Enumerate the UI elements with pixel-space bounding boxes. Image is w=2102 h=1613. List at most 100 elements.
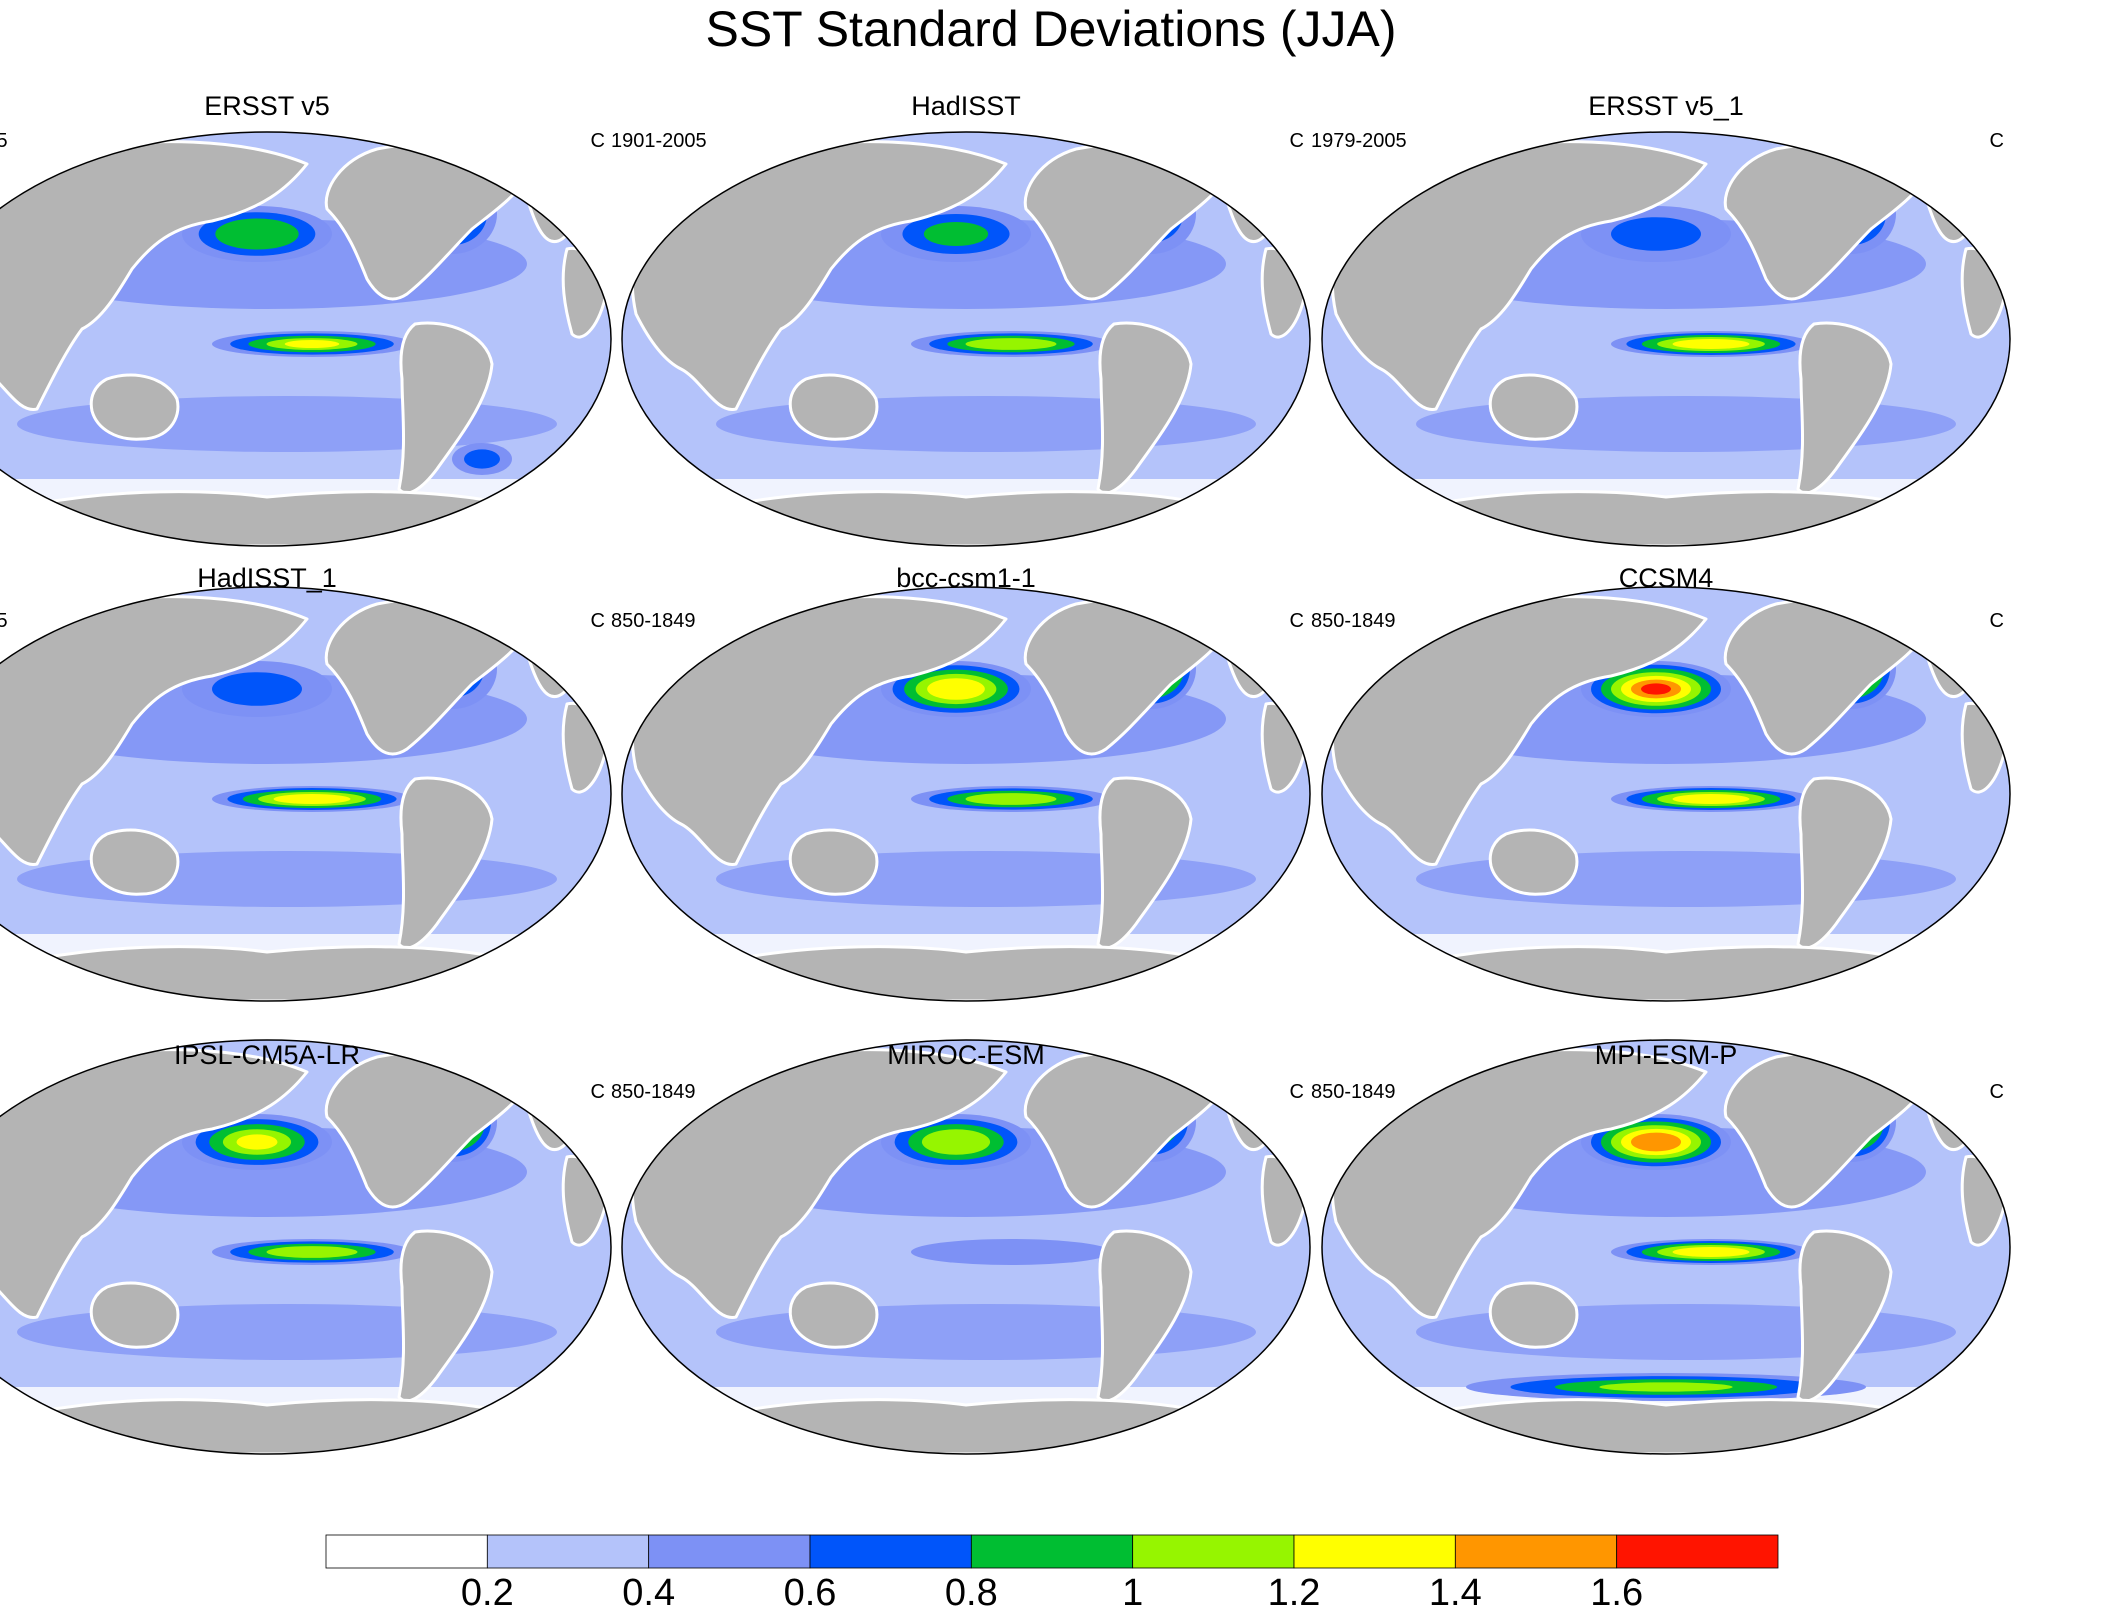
landmass — [1488, 1281, 1579, 1349]
panel-units: C — [1990, 130, 2004, 152]
panel-units: C — [1290, 610, 1304, 632]
sst-contour — [927, 678, 985, 700]
map-panel: HadISST 1901-2005 C — [611, 91, 1311, 547]
colorbar-bin — [325, 1534, 488, 1569]
panel-period: 850-1849 — [1311, 1081, 1396, 1103]
landmass — [397, 1229, 494, 1403]
map-outline — [1321, 586, 2011, 1002]
panel-units: C — [1990, 610, 2004, 632]
panel-period: 1901-2005 — [611, 130, 707, 152]
panel-units: C — [591, 1081, 605, 1103]
panel-period: 850-1849 — [1311, 610, 1396, 632]
colorbar-tick-label: 0.8 — [945, 1572, 998, 1613]
colorbar-bin — [1132, 1534, 1295, 1569]
colorbar-tick-label: 1.2 — [1268, 1572, 1321, 1613]
map-field — [622, 587, 1310, 1001]
sst-contour — [1641, 683, 1671, 695]
panel-units: C — [1290, 130, 1304, 152]
landmass — [0, 595, 309, 866]
landmass — [788, 828, 879, 896]
colorbar-bin — [970, 1534, 1134, 1569]
panel-units: C — [1990, 1081, 2004, 1103]
landmass — [1096, 1229, 1193, 1403]
landmass — [0, 140, 309, 411]
map-field — [0, 587, 611, 1001]
panel-title: IPSL-CM5A-LR — [174, 1040, 360, 1070]
sst-contour — [1672, 794, 1750, 804]
landmass — [1488, 373, 1579, 441]
sst-contour — [266, 1246, 358, 1258]
panel-period: 850-1849 — [611, 610, 696, 632]
map-panel: HadISST_1 1980-2005 C — [0, 563, 612, 1002]
sst-contour — [284, 340, 340, 348]
landmass — [1796, 776, 1893, 950]
sst-contour — [1672, 1247, 1750, 1257]
landmass — [89, 1281, 180, 1349]
map-outline — [0, 586, 612, 1002]
sst-contour — [923, 222, 989, 246]
colorbar-bin — [648, 1534, 811, 1569]
map-field — [622, 1040, 1310, 1454]
landmass — [89, 373, 180, 441]
figure-title: SST Standard Deviations (JJA) — [705, 1, 1396, 57]
colorbar-bin — [486, 1534, 650, 1569]
map-panel: MPI-ESM-P 850-1849 C — [1311, 1039, 2011, 1455]
colorbar-tick-label: 1.4 — [1429, 1572, 1482, 1613]
sst-contour — [236, 1134, 278, 1150]
map-outline — [1321, 131, 2011, 547]
map-outline — [0, 1039, 612, 1455]
landmass — [1796, 1229, 1893, 1403]
panel-period: 1900-2005 — [0, 130, 8, 152]
colorbar-tick-label: 0.6 — [784, 1572, 837, 1613]
colorbar-tick-label: 1.6 — [1590, 1572, 1643, 1613]
map-field — [0, 1040, 611, 1454]
sst-contour — [273, 794, 351, 804]
landmass — [397, 776, 494, 950]
map-field — [1322, 132, 2010, 546]
map-panel: ERSST v5 1900-2005 C — [0, 91, 612, 547]
landmass — [1796, 321, 1893, 495]
sst-contour — [464, 449, 500, 469]
panel-title: CCSM4 — [1619, 563, 1714, 593]
sst-contour — [921, 1129, 991, 1155]
map-outline — [621, 586, 1311, 1002]
sst-contour — [911, 1239, 1111, 1265]
map-field — [1322, 587, 2010, 1001]
colorbar-bin — [1616, 1534, 1779, 1569]
sst-contour — [1611, 217, 1701, 251]
landmass — [89, 828, 180, 896]
landmass — [788, 1281, 879, 1349]
panel-title: bcc-csm1-1 — [896, 563, 1036, 593]
landmass — [1096, 321, 1193, 495]
panel-period: 850-1849 — [611, 1081, 696, 1103]
colorbar-tick-label: 0.2 — [461, 1572, 514, 1613]
colorbar-tick-label: 1 — [1122, 1572, 1143, 1613]
landmass — [1096, 776, 1193, 950]
panel-title: MIROC-ESM — [887, 1040, 1045, 1070]
panel-title: HadISST — [911, 91, 1021, 121]
panel-period: 1980-2005 — [0, 610, 8, 632]
colorbar-tick-label: 0.4 — [622, 1572, 675, 1613]
colorbar-bin — [1293, 1534, 1456, 1569]
map-field — [0, 132, 611, 546]
colorbar-bin — [809, 1534, 972, 1569]
sst-contour — [212, 672, 302, 706]
map-field — [1322, 1040, 2010, 1454]
panel-grid: ERSST v51900-2005CHadISST1901-2005CERSST… — [0, 91, 2011, 1455]
colorbar: 0.2 0.4 0.6 0.8 1 1.2 1.4 1.6 — [325, 1534, 1779, 1613]
colorbar-bin — [1454, 1534, 1618, 1569]
map-panel: ERSST v5_1 1979-2005 C — [1311, 91, 2011, 547]
sst-contour — [1599, 1382, 1733, 1392]
landmass — [0, 1048, 309, 1319]
panel-units: C — [591, 610, 605, 632]
panel-period: 1979-2005 — [1311, 130, 1407, 152]
map-outline — [621, 131, 1311, 547]
map-field — [622, 132, 1310, 546]
panel-title: ERSST v5 — [204, 91, 330, 121]
sst-contour — [215, 218, 299, 250]
landmass — [788, 373, 879, 441]
map-outline — [621, 1039, 1311, 1455]
sst-contour — [965, 793, 1057, 805]
map-panel: CCSM4 850-1849 C — [1311, 563, 2011, 1002]
